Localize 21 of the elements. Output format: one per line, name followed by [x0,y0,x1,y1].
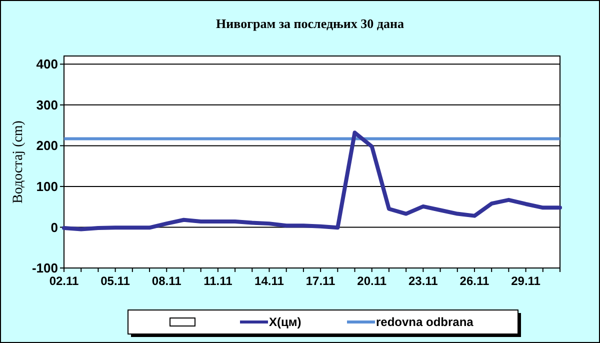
y-tick-label: 300 [36,97,58,112]
x-tick-label: 23.11 [408,274,438,288]
chart-title: Нивограм за последњих 30 дана [216,16,404,31]
x-tick-label: 26.11 [460,274,490,288]
x-tick-label: 08.11 [152,274,182,288]
x-tick-label: 14.11 [254,274,284,288]
x-tick-label: 20.11 [357,274,387,288]
legend-label: redovna odbrana [376,315,474,330]
y-tick-label: 400 [36,56,58,72]
x-tick-label: 11.11 [204,274,233,288]
y-tick-label: 0 [50,220,58,235]
x-tick-label: 17.11 [306,274,336,288]
line-series [62,130,562,232]
x-tick-label: 05.11 [100,274,130,288]
x-tick-label: 29.11 [511,274,541,288]
legend-label: X(цм) [269,315,302,330]
x-tick-label: 02.11 [49,274,80,288]
y-tick-label: 200 [36,138,58,154]
y-tick-label: 100 [36,179,58,194]
y-tick-label: -100 [32,260,58,276]
y-axis-title: Водостај (cm) [11,120,26,204]
